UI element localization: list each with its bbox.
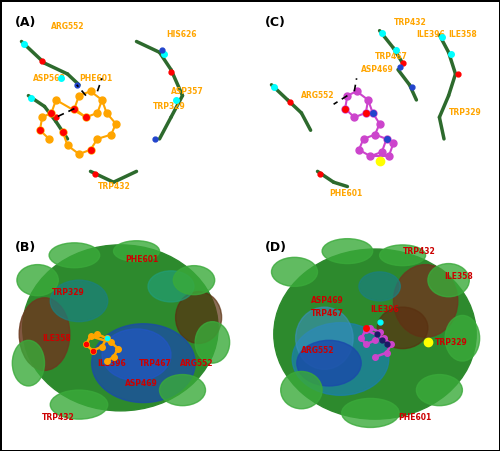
Text: ASP469: ASP469: [125, 379, 158, 388]
Text: ILE396: ILE396: [370, 305, 399, 314]
Ellipse shape: [102, 329, 171, 381]
Text: ARG552: ARG552: [52, 22, 85, 31]
Ellipse shape: [416, 374, 463, 406]
Text: TRP329: TRP329: [152, 102, 186, 111]
Ellipse shape: [92, 324, 195, 403]
Text: ASP568: ASP568: [33, 74, 66, 83]
Ellipse shape: [445, 315, 480, 361]
Ellipse shape: [114, 241, 160, 262]
Ellipse shape: [12, 341, 44, 386]
Text: ASP469: ASP469: [361, 65, 394, 74]
Ellipse shape: [342, 398, 399, 428]
Ellipse shape: [19, 298, 70, 370]
Text: TRP432: TRP432: [98, 182, 130, 191]
Text: ILE358: ILE358: [444, 272, 473, 281]
Text: HIS626: HIS626: [166, 31, 197, 40]
Ellipse shape: [296, 307, 353, 369]
Text: ASP469: ASP469: [310, 296, 344, 305]
Ellipse shape: [174, 266, 214, 295]
Ellipse shape: [22, 245, 218, 411]
Text: (B): (B): [14, 241, 36, 254]
Text: TRP329: TRP329: [435, 338, 468, 347]
Ellipse shape: [160, 374, 206, 406]
Ellipse shape: [378, 307, 428, 349]
Ellipse shape: [428, 263, 470, 297]
Ellipse shape: [176, 291, 222, 344]
Text: ARG552: ARG552: [302, 91, 335, 100]
Text: ILE358: ILE358: [42, 334, 71, 343]
Text: TRP432: TRP432: [402, 247, 436, 256]
Text: TRP432: TRP432: [42, 413, 75, 422]
Text: PHE601: PHE601: [79, 74, 112, 83]
Ellipse shape: [272, 258, 318, 286]
Ellipse shape: [297, 341, 361, 386]
Text: PHE601: PHE601: [398, 413, 431, 422]
Ellipse shape: [17, 265, 58, 296]
Text: ILE396: ILE396: [98, 359, 126, 368]
Ellipse shape: [50, 390, 108, 419]
Ellipse shape: [322, 239, 372, 263]
Text: ARG552: ARG552: [180, 359, 214, 368]
Ellipse shape: [280, 372, 322, 409]
Text: TRP467: TRP467: [375, 52, 408, 61]
Ellipse shape: [49, 243, 100, 268]
Text: (A): (A): [14, 15, 36, 28]
Ellipse shape: [274, 249, 476, 419]
Text: TRP329: TRP329: [448, 108, 482, 117]
Text: (C): (C): [264, 15, 285, 28]
Text: ASP357: ASP357: [171, 87, 204, 96]
Ellipse shape: [148, 271, 194, 302]
Ellipse shape: [394, 265, 458, 337]
Ellipse shape: [292, 323, 389, 395]
Text: ILE396: ILE396: [416, 31, 445, 40]
Ellipse shape: [195, 322, 230, 363]
Ellipse shape: [359, 272, 401, 301]
Text: TRP467: TRP467: [310, 309, 344, 318]
Text: TRP329: TRP329: [52, 288, 84, 297]
Ellipse shape: [50, 280, 108, 322]
Ellipse shape: [380, 245, 426, 266]
Text: (D): (D): [264, 241, 286, 254]
Text: TRP432: TRP432: [394, 18, 426, 27]
Text: ARG552: ARG552: [302, 346, 335, 355]
Text: PHE601: PHE601: [125, 255, 158, 264]
Text: PHE601: PHE601: [329, 189, 362, 198]
Text: ILE358: ILE358: [448, 31, 478, 40]
Text: TRP467: TRP467: [139, 359, 172, 368]
